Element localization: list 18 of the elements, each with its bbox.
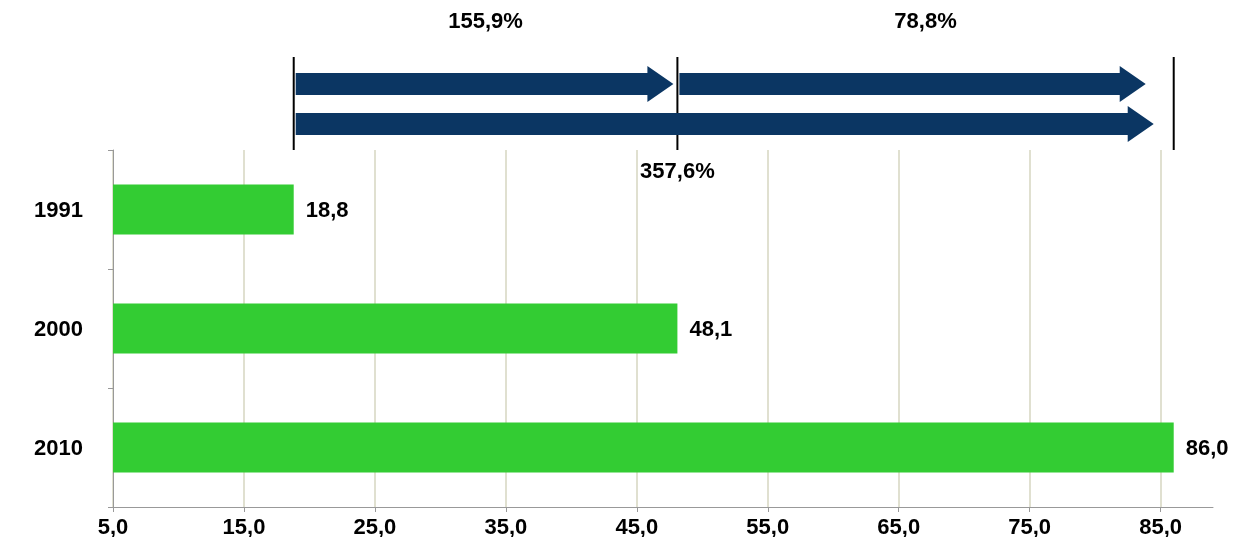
x-tick-label: 85,0 [1139, 513, 1183, 537]
x-tick-label: 25,0 [353, 513, 397, 537]
y-tick-label: 1991 [34, 197, 83, 222]
x-tick-label: 75,0 [1008, 513, 1052, 537]
data-label: 18,8 [305, 197, 349, 222]
text: 155,9% [448, 8, 523, 34]
x-tick-label: 45,0 [615, 513, 659, 537]
y-tick-label: 2010 [34, 435, 83, 460]
text: 78,8% [894, 8, 957, 34]
data-label: 86,0 [1185, 435, 1229, 460]
annotation: 357,6% [640, 158, 715, 184]
y-tick-label: 2000 [34, 316, 83, 341]
x-tick-label: 65,0 [877, 513, 921, 537]
x-tick-label: 5,0 [97, 513, 129, 537]
x-tick-label: 55,0 [746, 513, 790, 537]
x-tick-label: 35,0 [484, 513, 528, 537]
x-tick-label: 15,0 [222, 513, 266, 537]
data-label: 48,1 [689, 316, 733, 341]
